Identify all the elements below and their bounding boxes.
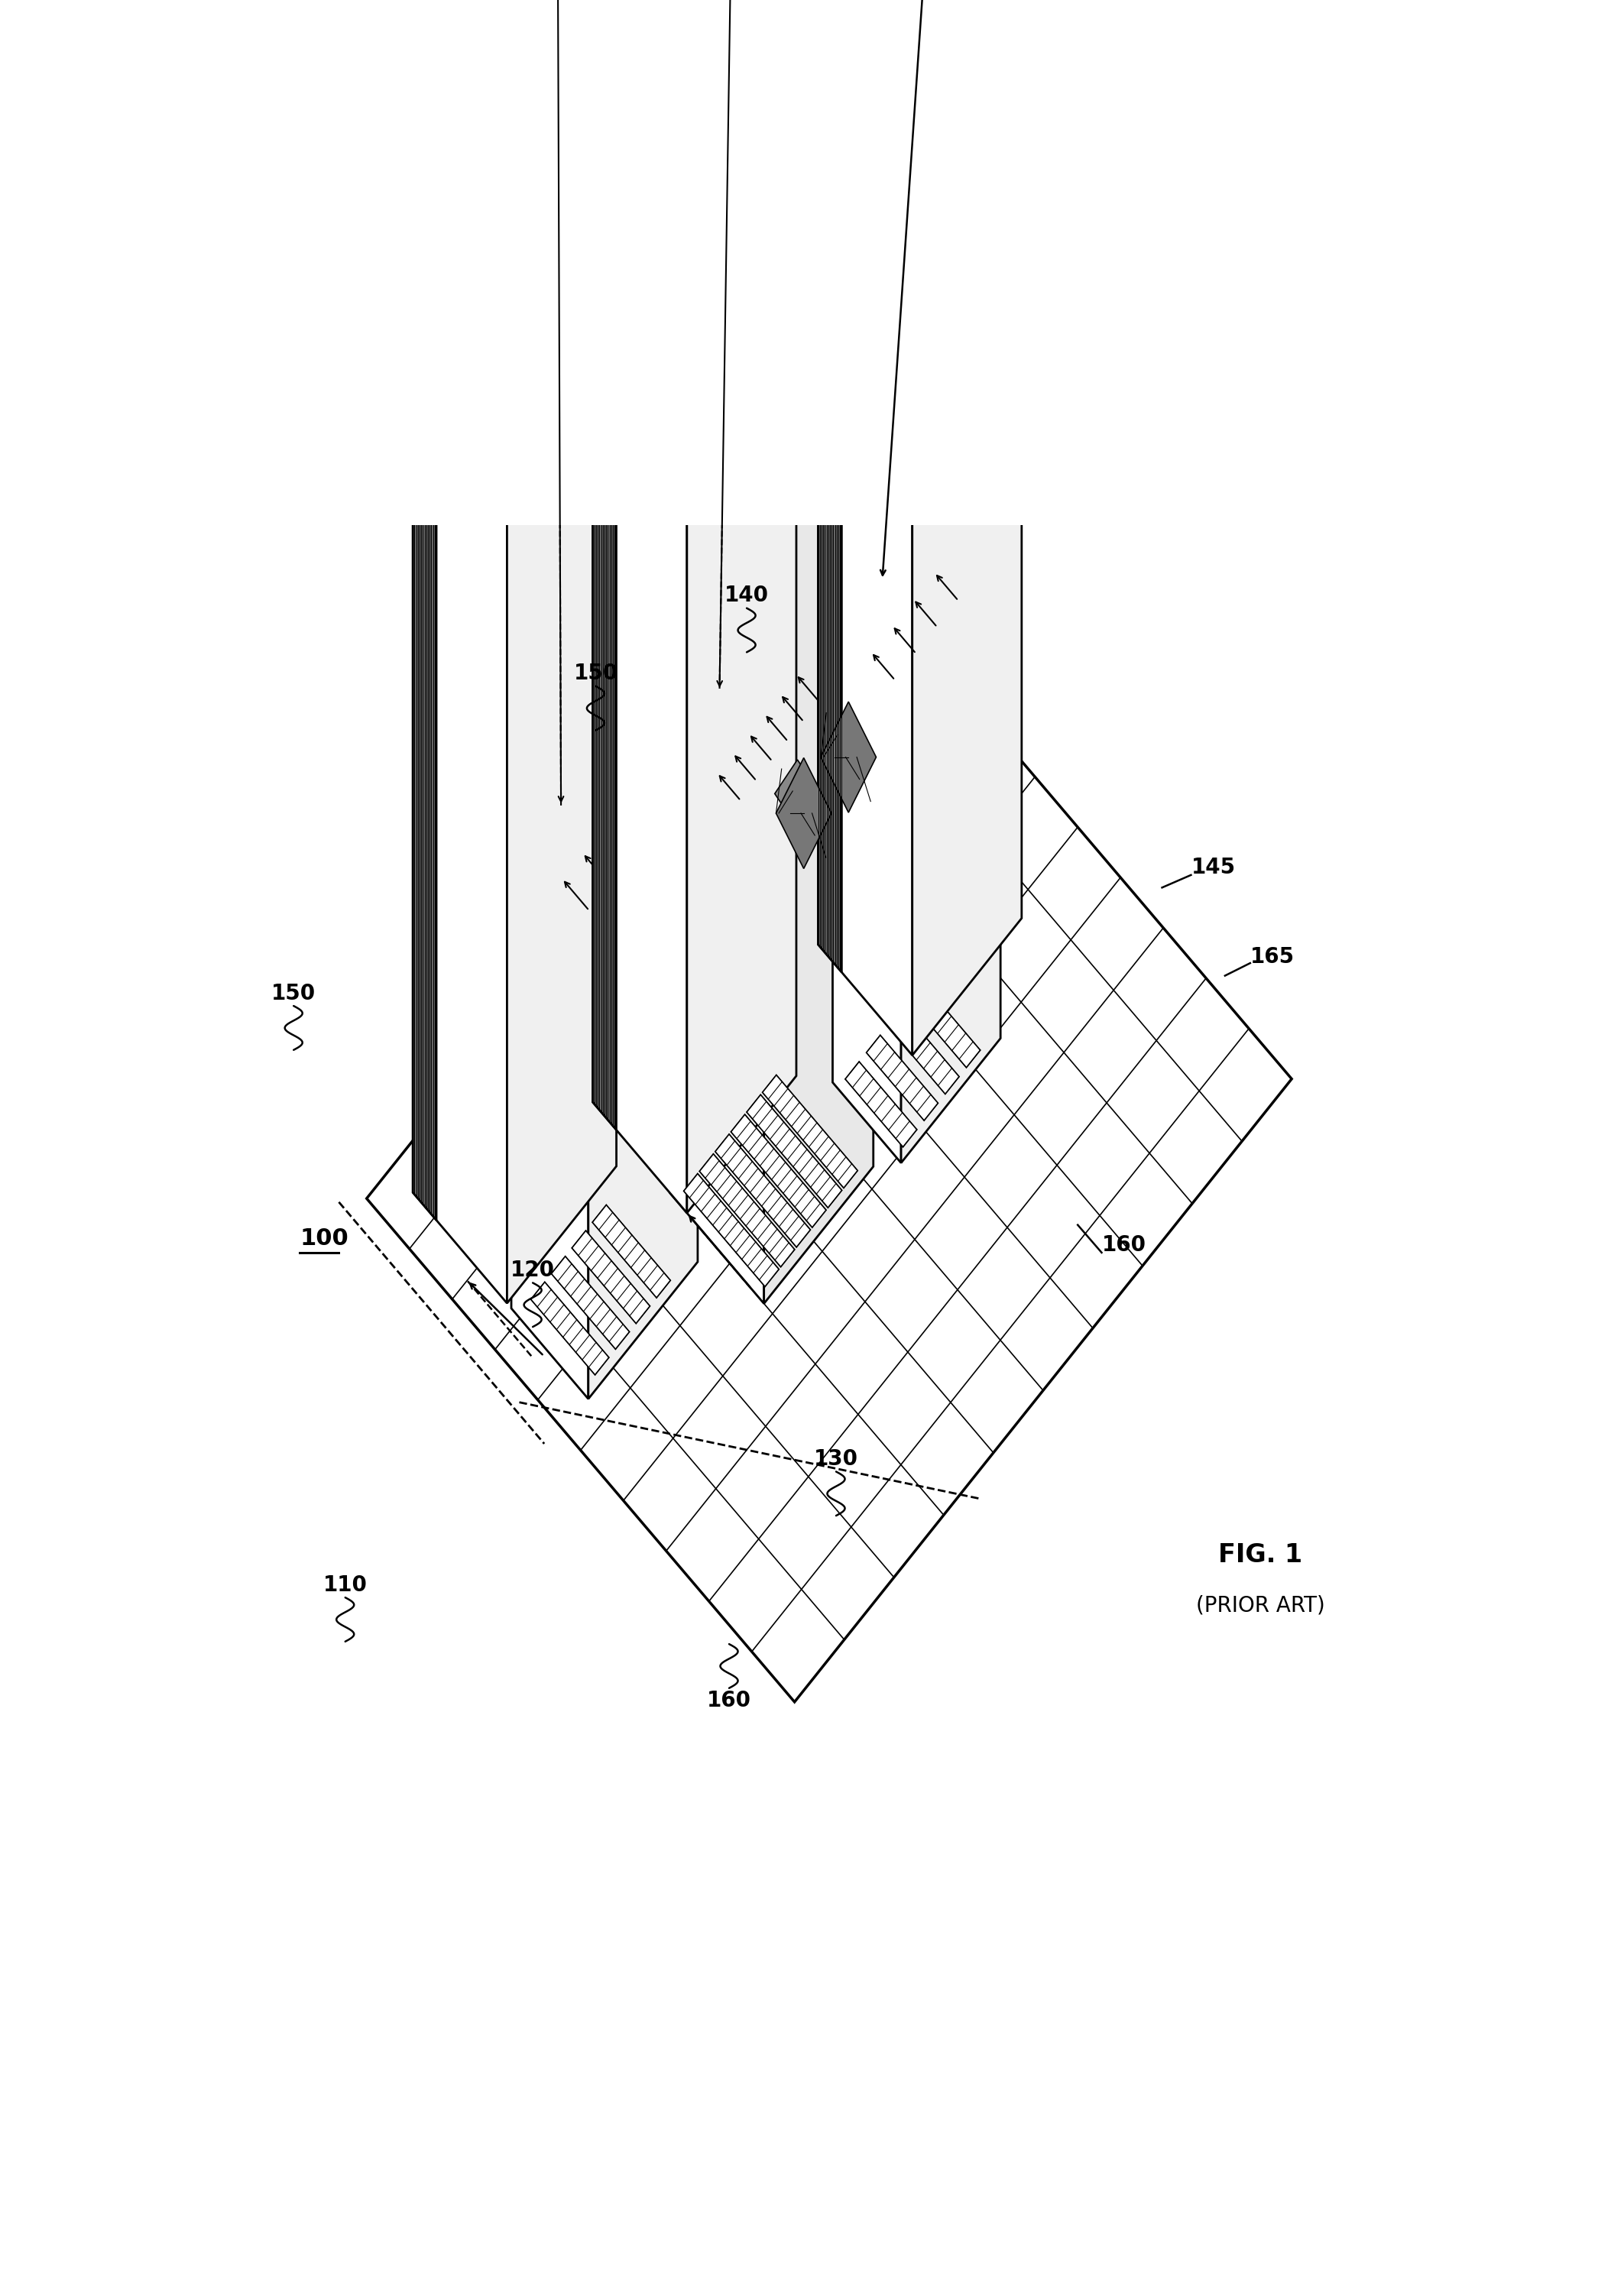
Polygon shape [763,286,874,1303]
Text: 150: 150 [573,663,617,684]
Polygon shape [818,0,913,1056]
Polygon shape [908,983,981,1068]
Polygon shape [572,1230,650,1324]
Polygon shape [747,1095,841,1207]
Polygon shape [593,0,687,1214]
Text: 150: 150 [271,983,315,1004]
Polygon shape [669,174,874,423]
Text: 145: 145 [1190,857,1236,878]
Polygon shape [531,1282,609,1374]
Text: 130: 130 [814,1449,857,1470]
Polygon shape [512,427,588,1399]
Polygon shape [901,158,1000,1164]
Polygon shape [593,1205,671,1298]
Text: FIG. 1: FIG. 1 [1218,1543,1302,1568]
Polygon shape [762,1074,857,1189]
Text: 160: 160 [1101,1234,1147,1255]
Polygon shape [507,0,617,1303]
Polygon shape [731,1113,827,1228]
Polygon shape [913,0,1021,1056]
Polygon shape [593,0,617,1129]
Polygon shape [412,0,437,1221]
Text: 120: 120 [510,1260,555,1280]
Polygon shape [818,0,841,972]
Polygon shape [512,290,698,519]
Polygon shape [715,1134,810,1248]
Polygon shape [687,0,796,1214]
Text: 165: 165 [1250,946,1294,967]
Polygon shape [833,78,1000,281]
Text: 140: 140 [724,585,768,606]
Text: (PRIOR ART): (PRIOR ART) [1195,1593,1325,1616]
Polygon shape [669,311,763,1303]
Polygon shape [775,759,820,828]
Polygon shape [844,1061,918,1148]
Polygon shape [684,1173,780,1287]
Polygon shape [866,1036,939,1120]
Text: 100: 100 [300,1228,349,1250]
Polygon shape [825,697,870,766]
Polygon shape [367,576,1291,1703]
Polygon shape [412,0,507,1303]
Polygon shape [833,201,901,1164]
Polygon shape [588,382,698,1399]
Polygon shape [887,1008,960,1095]
Polygon shape [700,1154,794,1266]
Polygon shape [820,702,877,812]
Polygon shape [551,1257,630,1349]
Text: 160: 160 [706,1689,752,1712]
Polygon shape [776,759,831,869]
Text: 110: 110 [323,1575,367,1596]
